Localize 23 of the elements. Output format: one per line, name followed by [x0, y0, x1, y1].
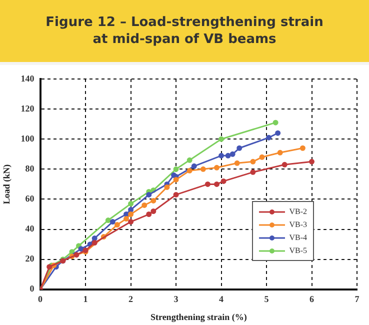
legend-label: VB-4 — [289, 233, 307, 242]
y-tick-label: 80 — [25, 164, 35, 174]
y-tick-label: 0 — [30, 284, 35, 294]
x-tick-label: 2 — [128, 294, 134, 304]
x-tick-label: 1 — [83, 294, 88, 304]
y-tick-label: 120 — [20, 103, 35, 114]
y-tick-label: 40 — [25, 224, 35, 234]
y-tick-label: 100 — [20, 133, 35, 144]
x-tick-label: 7 — [354, 294, 360, 304]
legend-label: VB-2 — [289, 207, 307, 216]
legend-label: VB-3 — [289, 220, 307, 229]
x-tick-label: 5 — [264, 294, 270, 304]
legend-label: VB-5 — [289, 246, 307, 255]
x-tick-label: 0 — [38, 294, 44, 304]
y-tick-label: 20 — [25, 254, 35, 264]
y-axis-title: Load (kN) — [2, 164, 12, 204]
y-tick-label: 60 — [25, 194, 35, 204]
x-tick-label: 6 — [310, 294, 315, 304]
x-tick-label: 3 — [174, 294, 179, 304]
x-tick-label: 4 — [219, 294, 224, 304]
x-axis-title: Strengthening strain (%) — [150, 312, 247, 322]
y-tick-label: 140 — [20, 73, 35, 84]
chart-title: Figure 12 – Load-strengthening strain at mid-span of VB beams — [0, 0, 369, 62]
